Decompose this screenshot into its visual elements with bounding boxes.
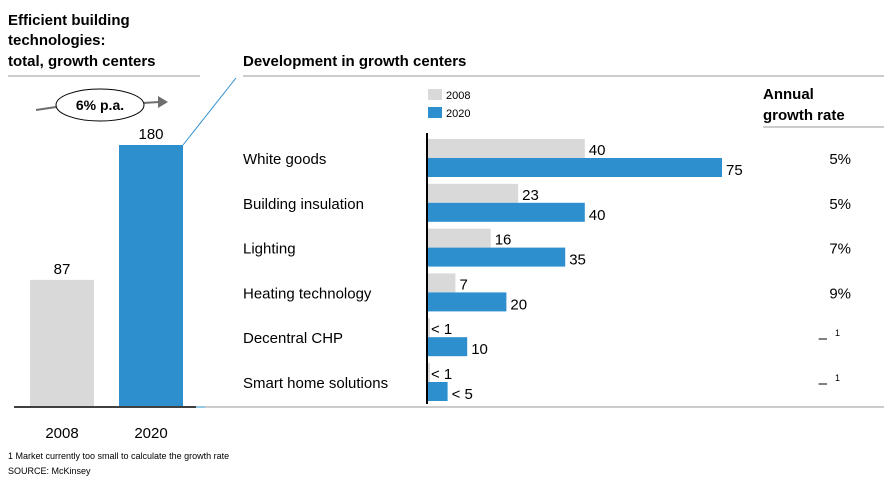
category-label-building-insulation: Building insulation xyxy=(243,196,364,213)
legend-swatch-2020 xyxy=(428,107,442,118)
right-title: Development in growth centers xyxy=(243,53,466,70)
x-tick-label-2020: 2020 xyxy=(134,425,167,442)
category-label-decentral-chp: Decentral CHP xyxy=(243,330,343,347)
bar-label-2020-heating-technology: 20 xyxy=(510,296,527,313)
bar-2020-lighting xyxy=(428,247,566,267)
bar-2008-white-goods xyxy=(428,139,585,158)
growth-header-line-1: Annual xyxy=(763,86,814,103)
category-label-heating-technology: Heating technology xyxy=(243,285,372,302)
source: SOURCE: McKinsey xyxy=(8,466,91,476)
bar-label-2008-decentral-chp: < 1 xyxy=(431,321,452,338)
bar-label-2020-lighting: 35 xyxy=(569,252,586,269)
bar-value-label-2008: 87 xyxy=(54,261,71,278)
bar-2020-building-insulation xyxy=(428,202,585,222)
bar-2008-decentral-chp xyxy=(428,318,430,338)
bar-2008-smart-home-solutions xyxy=(428,363,430,382)
growth-rate-decentral-chp: – xyxy=(819,330,828,347)
bar-2008 xyxy=(30,279,94,406)
bar-2020-decentral-chp xyxy=(428,337,468,357)
bar-label-2020-white-goods: 75 xyxy=(726,162,743,179)
legend-label-2008: 2008 xyxy=(446,90,470,102)
growth-rate-white-goods: 5% xyxy=(829,151,851,168)
bar-label-2020-smart-home-solutions: < 5 xyxy=(452,386,473,403)
category-label-smart-home-solutions: Smart home solutions xyxy=(243,375,388,392)
x-tick-label-2008: 2008 xyxy=(45,425,78,442)
cagr-arrow-shaft xyxy=(142,101,160,104)
right-bars-group: White goods 40 75 5% Building insulation 23 40… xyxy=(243,139,851,403)
growth-rate-building-insulation: 5% xyxy=(829,196,851,213)
legend-swatch-2008 xyxy=(428,89,442,100)
category-label-lighting: Lighting xyxy=(243,241,296,258)
bar-label-2020-building-insulation: 40 xyxy=(589,207,606,224)
bar-label-2008-heating-technology: 7 xyxy=(459,276,467,293)
growth-footnote-ref-smart-home-solutions: 1 xyxy=(835,373,840,383)
growth-footnote-ref-decentral-chp: 1 xyxy=(835,328,840,338)
bar-label-2008-lighting: 16 xyxy=(495,232,512,249)
bar-value-label-2020: 180 xyxy=(138,126,163,143)
connector-top xyxy=(182,77,237,146)
left-title-line-2: technologies: xyxy=(8,32,106,49)
bar-2020-smart-home-solutions xyxy=(428,382,448,401)
growth-header-line-2: growth rate xyxy=(763,107,845,124)
legend-label-2020: 2020 xyxy=(446,108,470,120)
left-title-line-1: Efficient building xyxy=(8,12,130,29)
cagr-ellipse xyxy=(55,88,145,122)
bar-label-2008-building-insulation: 23 xyxy=(522,187,539,204)
left-bars-group: 87 2008 180 2020 xyxy=(30,126,183,442)
cagr-arrowhead-icon xyxy=(158,96,168,108)
bar-label-2020-decentral-chp: 10 xyxy=(471,341,488,358)
cagr-arrow-tail xyxy=(35,106,57,111)
bar-2008-heating-technology xyxy=(428,273,456,293)
bar-label-2008-white-goods: 40 xyxy=(589,142,606,159)
growth-rate-lighting: 7% xyxy=(829,241,851,258)
growth-rate-smart-home-solutions: – xyxy=(819,375,828,392)
bar-2020 xyxy=(119,145,183,406)
bar-label-2008-smart-home-solutions: < 1 xyxy=(431,366,452,383)
left-title-line-3: total, growth centers xyxy=(8,53,156,70)
growth-rate-heating-technology: 9% xyxy=(829,285,851,302)
bar-2020-white-goods xyxy=(428,158,722,177)
bar-2008-lighting xyxy=(428,228,491,248)
bar-2008-building-insulation xyxy=(428,183,519,203)
cagr-label: 6% p.a. xyxy=(76,97,124,113)
footnote: 1 Market currently too small to calculat… xyxy=(8,451,229,461)
category-label-white-goods: White goods xyxy=(243,151,326,168)
bar-2020-heating-technology xyxy=(428,292,507,312)
